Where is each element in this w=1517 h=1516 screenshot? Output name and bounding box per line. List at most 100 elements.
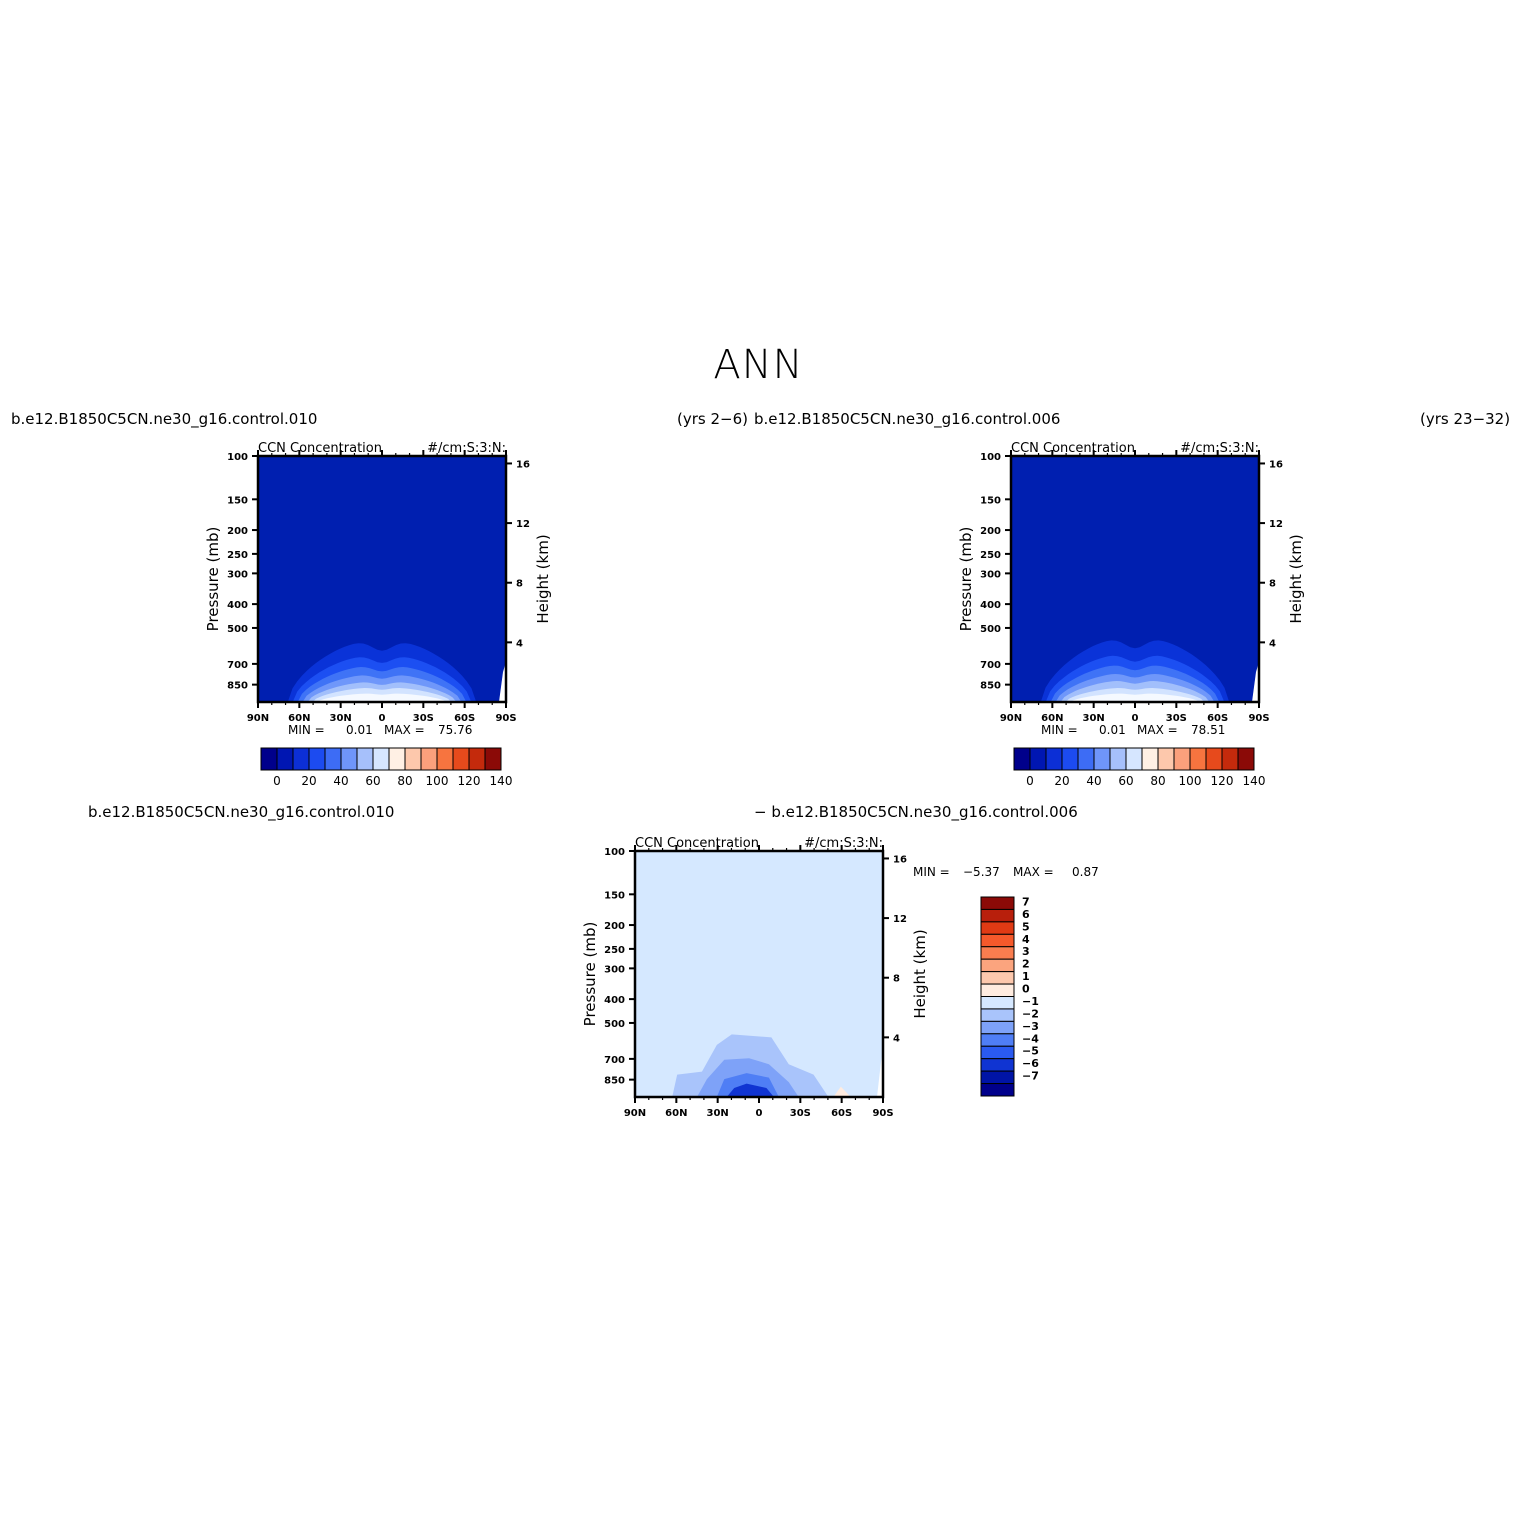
contour-level: [1070, 693, 1200, 702]
y-tick-label: 700: [604, 1055, 625, 1066]
colorbar-box: [980, 933, 1015, 948]
colorbar-box: [356, 747, 374, 771]
chart-units: #/cm:S:3:N:: [804, 836, 883, 851]
colorbar-label: 6: [1022, 908, 1030, 921]
contour-level: [726, 1083, 774, 1097]
y-tick-label: 250: [980, 550, 1001, 561]
max-value: 78.51: [1191, 723, 1225, 737]
panel2-chart: CCN Concentration #/cm:S:3:N:100150200250…: [957, 441, 1305, 788]
colorbar-label: 40: [333, 774, 348, 788]
colorbar-box: [1061, 747, 1079, 771]
colorbar-box: [468, 747, 486, 771]
colorbar-box: [276, 747, 294, 771]
y-tick-label: 100: [604, 847, 625, 858]
y2-tick-label: 4: [893, 1033, 900, 1044]
colorbar-box: [1141, 747, 1159, 771]
colorbar-label: 20: [1054, 774, 1069, 788]
y-tick-label: 850: [604, 1076, 625, 1087]
min-label: MIN =: [913, 865, 950, 879]
colorbar-box: [980, 1045, 1015, 1060]
colorbar-label: 80: [1150, 774, 1165, 788]
max-value: 75.76: [438, 723, 472, 737]
y-tick-label: 300: [604, 964, 625, 975]
colorbar-label: −3: [1022, 1020, 1039, 1033]
y-tick-label: 200: [227, 526, 248, 537]
colorbar-label: 2: [1022, 958, 1030, 971]
y2-tick-label: 16: [1269, 459, 1283, 470]
colorbar-box: [1173, 747, 1191, 771]
colorbar-label: 0: [1022, 983, 1030, 996]
colorbar-label: 140: [1243, 774, 1266, 788]
y-tick-label: 400: [980, 600, 1001, 611]
y2-tick-label: 12: [893, 914, 907, 925]
colorbar-box: [980, 1070, 1015, 1085]
contour-level: [833, 1086, 851, 1097]
colorbar-box: [980, 1058, 1015, 1072]
colorbar-box: [1109, 747, 1127, 771]
y-tick-label: 150: [980, 495, 1001, 506]
colorbar-box: [404, 747, 422, 771]
colorbar-label: 3: [1022, 945, 1030, 958]
colorbar-box: [980, 921, 1015, 935]
x-tick-label: 30N: [330, 713, 352, 724]
y-tick-label: 250: [227, 550, 248, 561]
y-tick-label: 300: [227, 569, 248, 580]
colorbar-box: [980, 983, 1015, 997]
y-axis-title: Pressure (mb): [581, 922, 599, 1027]
y2-axis-title: Height (km): [534, 534, 552, 623]
y-tick-label: 150: [227, 495, 248, 506]
colorbar-label: 1: [1022, 970, 1030, 983]
difference-chart: CCN Concentration #/cm:S:3:N:100150200250…: [581, 836, 1099, 1119]
colorbar-label: 40: [1086, 774, 1101, 788]
y-axis-title: Pressure (mb): [957, 527, 975, 632]
chart-title: CCN Concentration: [1011, 441, 1135, 456]
colorbar-label: 120: [458, 774, 481, 788]
colorbar-label: 100: [1179, 774, 1202, 788]
page-title: ANN: [713, 342, 804, 388]
colorbar-box: [980, 946, 1015, 960]
y-tick-label: 850: [980, 681, 1001, 692]
colorbar-box: [372, 747, 390, 771]
y2-axis-title: Height (km): [1287, 534, 1305, 623]
y-tick-label: 400: [604, 995, 625, 1006]
y-tick-label: 700: [227, 660, 248, 671]
x-tick-label: 60S: [454, 713, 475, 724]
colorbar-label: −4: [1022, 1032, 1039, 1045]
colorbar-box: [420, 747, 438, 771]
y2-tick-label: 12: [1269, 519, 1283, 530]
y-tick-label: 400: [227, 600, 248, 611]
min-value: 0.01: [1099, 723, 1126, 737]
colorbar-label: 7: [1022, 895, 1030, 908]
colorbar-box: [980, 1033, 1015, 1047]
max-value: 0.87: [1072, 865, 1099, 879]
x-tick-label: 60N: [1041, 713, 1063, 724]
x-tick-label: 90S: [872, 1108, 893, 1119]
colorbar-box: [308, 747, 326, 771]
missing-data-region: [1252, 662, 1259, 702]
max-label: MAX =: [1137, 723, 1178, 737]
y2-tick-label: 4: [1269, 638, 1276, 649]
y-tick-label: 100: [980, 452, 1001, 463]
x-tick-label: 0: [756, 1108, 763, 1119]
panel1-chart: CCN Concentration #/cm:S:3:N:100150200250…: [204, 441, 552, 788]
colorbar-box: [388, 747, 406, 771]
y2-axis-title: Height (km): [911, 929, 929, 1018]
colorbar-box: [1157, 747, 1175, 771]
colorbar-label: 60: [365, 774, 380, 788]
x-tick-label: 90N: [1000, 713, 1022, 724]
x-tick-label: 90N: [247, 713, 269, 724]
colorbar-label: 120: [1211, 774, 1234, 788]
panel2-years: (yrs 23−32): [1420, 410, 1511, 428]
panel1-years: (yrs 2−6): [677, 410, 748, 428]
panel2-case-name: b.e12.B1850C5CN.ne30_g16.control.006: [754, 410, 1061, 428]
colorbar-box: [1221, 747, 1239, 771]
colorbar-box: [1205, 747, 1223, 771]
x-tick-label: 60S: [1207, 713, 1228, 724]
colorbar-box: [980, 1083, 1015, 1097]
colorbar-box: [1237, 747, 1255, 771]
colorbar-box: [436, 747, 454, 771]
max-label: MAX =: [384, 723, 425, 737]
y2-tick-label: 8: [516, 579, 523, 590]
x-tick-label: 90S: [495, 713, 516, 724]
colorbar-box: [980, 958, 1015, 973]
